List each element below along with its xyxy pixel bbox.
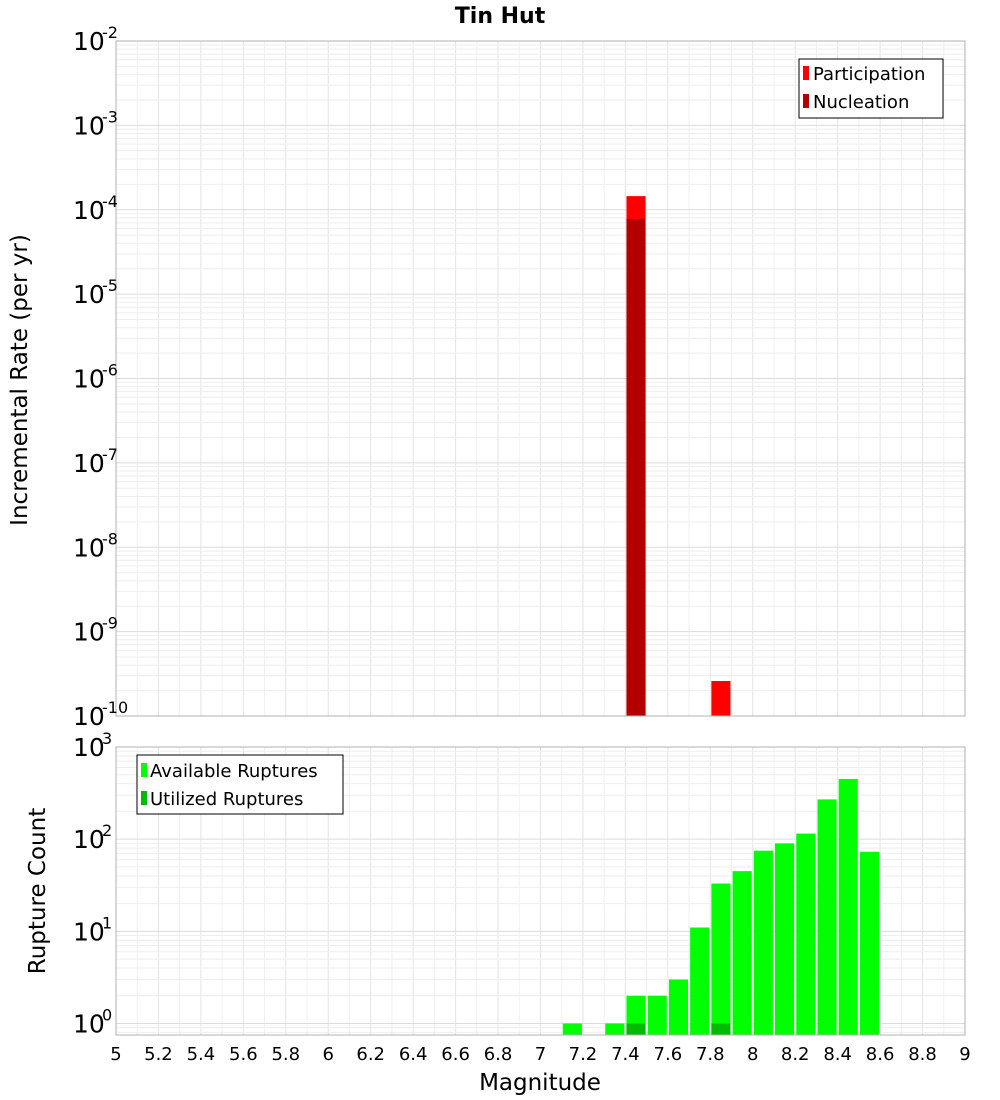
bar-available-ruptures [711, 883, 731, 1035]
rate-legend: Participation Nucleation [798, 58, 944, 119]
x-tick-label: 7.6 [654, 1044, 683, 1065]
rate-y-axis-label: Incremental Rate (per yr) [7, 234, 33, 526]
rate-legend-box [798, 58, 944, 119]
bar-available-ruptures [859, 851, 880, 1035]
rate-bars [626, 196, 731, 716]
x-axis-label: Magnitude [479, 1070, 601, 1096]
count-legend-box [136, 754, 344, 815]
y-tick-exponent: -6 [102, 361, 118, 380]
count-legend: Available Ruptures Utilized Ruptures [136, 754, 344, 815]
y-tick-label: 10 [73, 1009, 105, 1038]
x-tick-label: 6.2 [356, 1044, 385, 1065]
y-tick-exponent: 2 [102, 821, 112, 840]
y-tick-exponent: 0 [102, 1005, 112, 1024]
rate-grid [115, 40, 966, 717]
bar-utilized-ruptures [626, 1023, 646, 1035]
x-tick-label: 7.8 [696, 1044, 725, 1065]
x-tick-label: 9 [959, 1044, 970, 1065]
bar-available-ruptures [838, 778, 858, 1035]
y-tick-exponent: 1 [102, 913, 112, 932]
x-tick-label: 7 [535, 1044, 546, 1065]
bar-available-ruptures [732, 871, 752, 1035]
y-tick-exponent: -8 [102, 529, 118, 548]
y-tick-exponent: -4 [102, 192, 118, 211]
bar-nucleation [626, 218, 646, 716]
x-tick-label: 6.6 [441, 1044, 470, 1065]
x-tick-label: 5 [110, 1044, 121, 1065]
participation-legend-swatch [803, 66, 809, 80]
y-tick-exponent: -10 [102, 698, 128, 717]
bar-utilized-ruptures [711, 1023, 731, 1035]
x-tick-label: 8.6 [866, 1044, 895, 1065]
count-plot-frame [115, 746, 966, 1036]
x-tick-label: 6.4 [399, 1044, 428, 1065]
y-tick-label: 10 [73, 280, 105, 309]
y-tick-exponent: -3 [102, 107, 118, 126]
x-tick-label: 5.6 [229, 1044, 258, 1065]
rate-panel: 10-210-310-410-510-610-710-810-910-10 In… [7, 23, 966, 731]
x-tick-label: 6 [323, 1044, 334, 1065]
x-tick-label: 8.4 [823, 1044, 852, 1065]
utilized-legend-label: Utilized Ruptures [150, 789, 303, 810]
chart-title: Tin Hut [455, 4, 546, 29]
x-tick-label: 8.2 [781, 1044, 810, 1065]
x-tick-label: 8 [747, 1044, 758, 1065]
x-tick-label: 5.2 [144, 1044, 173, 1065]
x-tick-label: 5.4 [187, 1044, 216, 1065]
y-tick-exponent: -9 [102, 614, 118, 633]
y-tick-exponent: -5 [102, 276, 118, 295]
rate-y-ticks: 10-210-310-410-510-610-710-810-910-10 [73, 23, 128, 731]
y-tick-label: 10 [73, 618, 105, 647]
y-tick-label: 10 [73, 27, 105, 56]
bar-available-ruptures [647, 995, 667, 1035]
y-tick-exponent: 3 [102, 729, 112, 748]
bar-available-ruptures [668, 979, 689, 1035]
bar-available-ruptures [796, 833, 816, 1035]
bar-available-ruptures [690, 927, 710, 1035]
nucleation-legend-swatch [803, 94, 809, 108]
x-tick-label: 7.4 [611, 1044, 640, 1065]
x-tick-label: 5.8 [271, 1044, 300, 1065]
y-tick-label: 10 [73, 449, 105, 478]
nucleation-legend-label: Nucleation [813, 92, 909, 113]
x-tick-label: 7.2 [569, 1044, 598, 1065]
rate-plot-frame [115, 40, 966, 717]
y-tick-label: 10 [73, 917, 105, 946]
y-tick-exponent: -2 [102, 23, 118, 42]
x-tick-label: 6.8 [484, 1044, 513, 1065]
utilized-legend-swatch [141, 791, 147, 805]
bar-participation [711, 680, 731, 716]
bar-available-ruptures [817, 799, 837, 1035]
y-tick-label: 10 [73, 365, 105, 394]
count-bars [562, 778, 880, 1035]
available-legend-swatch [141, 763, 147, 777]
y-tick-label: 10 [73, 533, 105, 562]
y-tick-label: 10 [73, 111, 105, 140]
available-legend-label: Available Ruptures [150, 761, 318, 782]
bar-available-ruptures [775, 843, 795, 1035]
bar-available-ruptures [562, 1023, 582, 1035]
x-tick-label: 8.8 [908, 1044, 937, 1065]
bar-available-ruptures [753, 850, 773, 1035]
count-y-axis-label: Rupture Count [25, 808, 51, 974]
magnitude-x-ticks: 5 5.2 5.4 5.6 5.8 6 6.2 6.4 6.6 6.8 7 7.2 7.4 7.6 7.8 8… [110, 1044, 970, 1065]
y-tick-label: 10 [73, 825, 105, 854]
y-tick-label: 10 [73, 733, 105, 762]
bar-available-ruptures [605, 1023, 625, 1035]
participation-legend-label: Participation [813, 64, 925, 85]
y-tick-label: 10 [73, 702, 105, 731]
y-tick-exponent: -7 [102, 445, 118, 464]
y-tick-label: 10 [73, 196, 105, 225]
